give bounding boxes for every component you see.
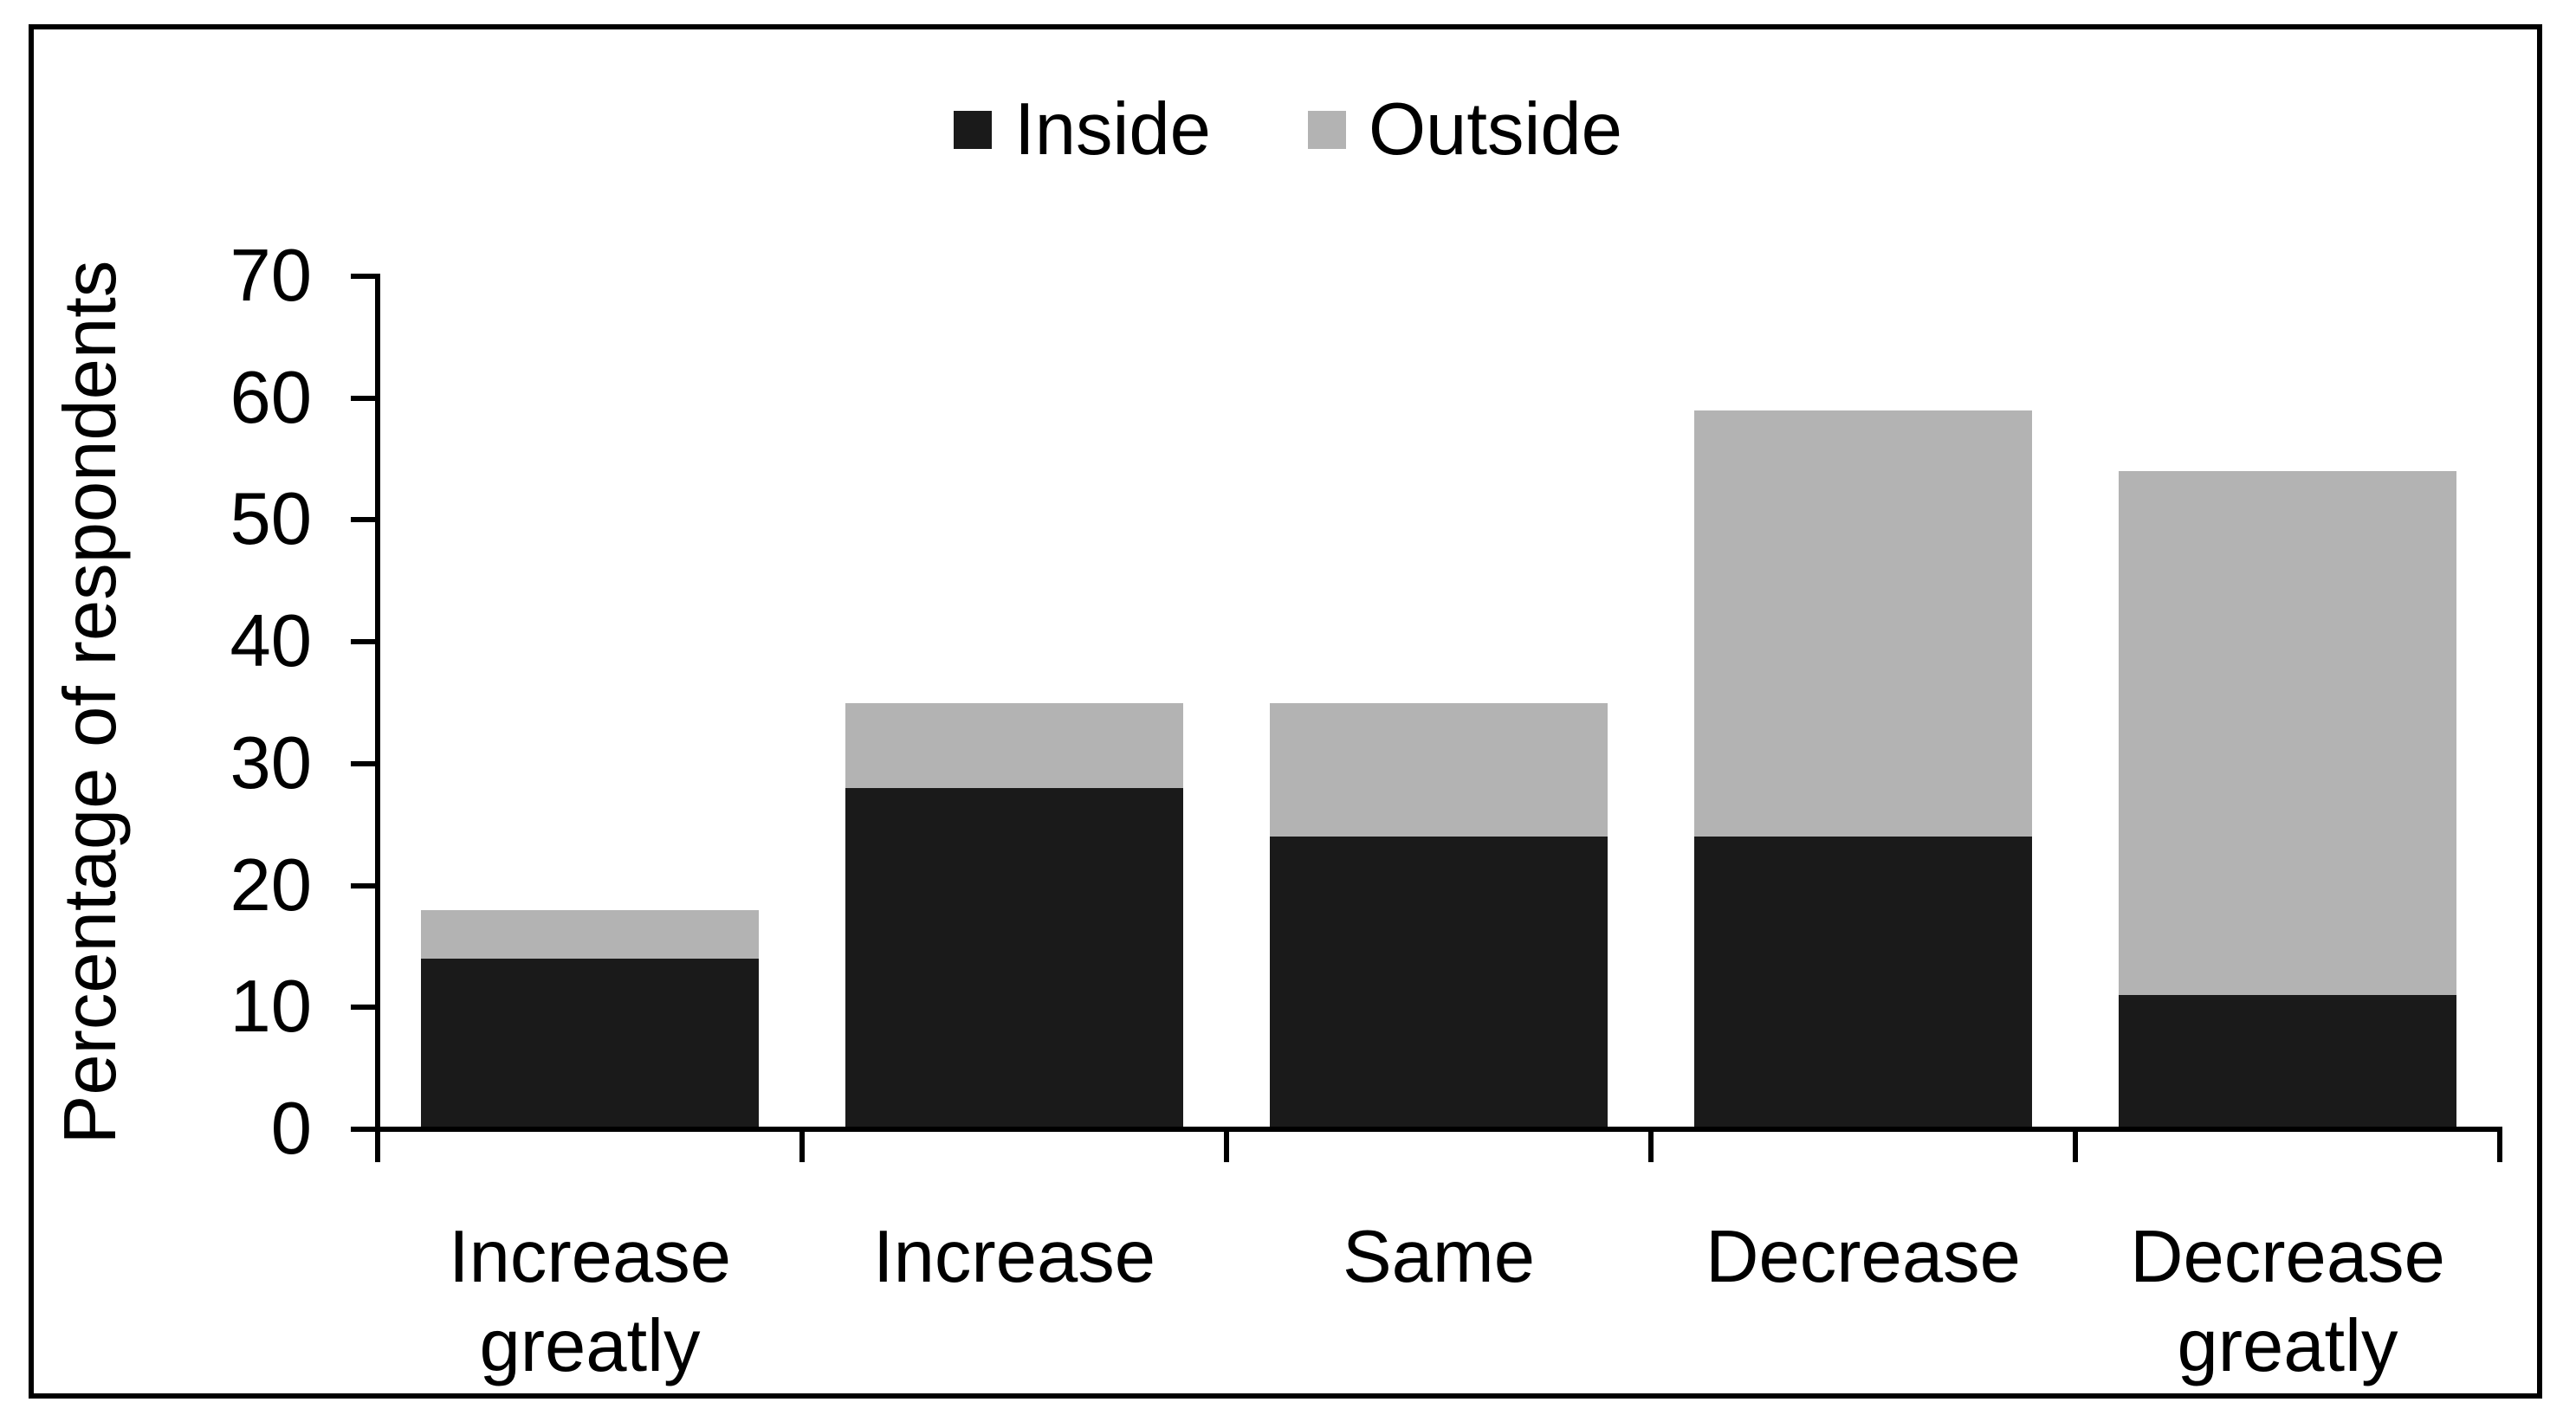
x-category-label: Same bbox=[1342, 1216, 1536, 1298]
y-axis-tick bbox=[351, 639, 375, 645]
y-tick-label: 0 bbox=[270, 1088, 312, 1170]
y-axis-tick bbox=[351, 1127, 375, 1132]
y-tick-label: 20 bbox=[230, 843, 312, 927]
legend-swatch-inside bbox=[954, 111, 993, 149]
y-axis-tick bbox=[351, 274, 375, 279]
bar-segment-outside bbox=[2119, 471, 2456, 996]
x-axis-tick bbox=[375, 1129, 380, 1162]
bar-segment-outside bbox=[1694, 410, 2032, 837]
y-tick-label: 50 bbox=[230, 478, 312, 561]
bar-segment-inside bbox=[1694, 837, 2032, 1127]
bar-segment-inside bbox=[1270, 837, 1608, 1127]
x-axis-tick bbox=[1648, 1129, 1654, 1162]
x-axis-tick bbox=[2497, 1129, 2502, 1162]
y-tick-label: 10 bbox=[230, 966, 312, 1049]
bar-segment-outside bbox=[845, 702, 1183, 788]
bar-segment-inside bbox=[421, 959, 759, 1127]
x-category-label: Decrease bbox=[1705, 1216, 2021, 1298]
x-category-label: Decrease greatly bbox=[2130, 1216, 2445, 1387]
bar-segment-outside bbox=[421, 909, 759, 959]
legend-item-inside: Inside bbox=[954, 74, 1211, 185]
x-axis-line bbox=[375, 1127, 2502, 1132]
y-axis-tick bbox=[351, 1005, 375, 1011]
legend-item-outside: Outside bbox=[1307, 74, 1622, 185]
x-axis-tick bbox=[799, 1129, 805, 1162]
legend: Inside Outside bbox=[0, 74, 2576, 185]
legend-label: Inside bbox=[1014, 88, 1211, 171]
y-tick-label: 70 bbox=[230, 235, 312, 317]
legend-swatch-outside bbox=[1307, 111, 1346, 149]
y-axis-tick bbox=[351, 760, 375, 766]
y-axis-tick bbox=[351, 882, 375, 888]
bar-segment-outside bbox=[1270, 702, 1608, 837]
x-axis-tick bbox=[2073, 1129, 2078, 1162]
x-category-label: Increase greatly bbox=[448, 1216, 731, 1387]
bar-segment-inside bbox=[2119, 995, 2456, 1127]
y-tick-label: 30 bbox=[230, 721, 312, 804]
y-tick-label: 60 bbox=[230, 356, 312, 439]
bar-segment-inside bbox=[845, 788, 1183, 1127]
legend-label: Outside bbox=[1368, 88, 1622, 171]
x-category-label: Increase bbox=[872, 1216, 1155, 1298]
y-axis-tick bbox=[351, 517, 375, 523]
y-tick-label: 40 bbox=[230, 600, 312, 683]
x-axis-tick bbox=[1224, 1129, 1229, 1162]
y-axis-line bbox=[375, 274, 380, 1132]
y-axis-tick bbox=[351, 395, 375, 401]
